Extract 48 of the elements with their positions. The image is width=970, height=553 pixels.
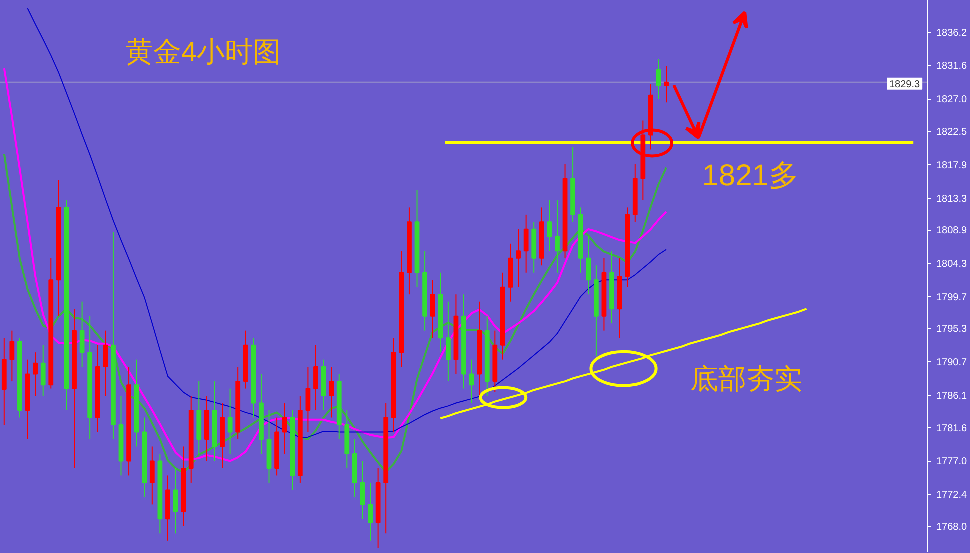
candlestick — [282, 402, 288, 454]
y-tick-label: 1831.6 — [936, 61, 968, 72]
y-tick-label: 1808.9 — [936, 226, 968, 237]
candlestick — [150, 446, 155, 506]
y-tick-label: 1790.7 — [936, 357, 968, 368]
candlestick — [329, 366, 334, 418]
y-tick-label: 1777.0 — [936, 456, 968, 468]
candlestick — [103, 330, 108, 397]
candlestick — [10, 330, 15, 382]
candlestick — [664, 66, 669, 104]
candlestick — [80, 301, 85, 368]
candlestick — [360, 460, 366, 520]
candlestick — [228, 388, 233, 454]
ref-line-label: 1829.3 — [890, 79, 921, 90]
candlestick — [656, 58, 662, 100]
y-tick-label: 1768.0 — [936, 522, 968, 533]
y-tick-label: 1817.9 — [936, 160, 968, 172]
candlestick — [516, 228, 521, 288]
y-tick-label: 1804.3 — [936, 258, 968, 270]
y-tick-label: 1827.0 — [936, 94, 968, 106]
candlestick — [33, 352, 38, 397]
candlestick — [306, 366, 311, 433]
candlestick — [368, 482, 373, 542]
candlestick — [314, 344, 318, 412]
annotation: 底部夯实 — [690, 364, 802, 394]
candlestick — [547, 200, 552, 252]
candlestick — [524, 214, 529, 274]
candlestick — [173, 468, 178, 534]
candlestick — [446, 301, 451, 382]
line-series — [440, 308, 808, 420]
y-tick-label: 1813.3 — [936, 194, 968, 205]
candlestick — [430, 280, 436, 339]
y-tick-label: 1786.1 — [936, 390, 968, 402]
candlestick — [555, 200, 560, 274]
line-series — [27, 8, 668, 439]
ref-line-label: 1821多 — [702, 159, 799, 192]
y-tick-label: 1836.2 — [936, 28, 968, 39]
candlestick — [40, 344, 46, 397]
y-tick-label: 1822.5 — [936, 127, 968, 138]
y-tick-label: 1772.4 — [936, 490, 968, 502]
text: 黄金4小时图 — [126, 36, 282, 68]
y-tick-label: 1795.3 — [936, 324, 968, 336]
line-series — [3, 68, 668, 462]
y-tick-label: 1781.6 — [936, 423, 968, 434]
candlestick — [469, 359, 474, 404]
y-tick-label: 1799.7 — [936, 292, 968, 304]
candlestick — [586, 236, 592, 296]
line-series — [3, 153, 668, 474]
